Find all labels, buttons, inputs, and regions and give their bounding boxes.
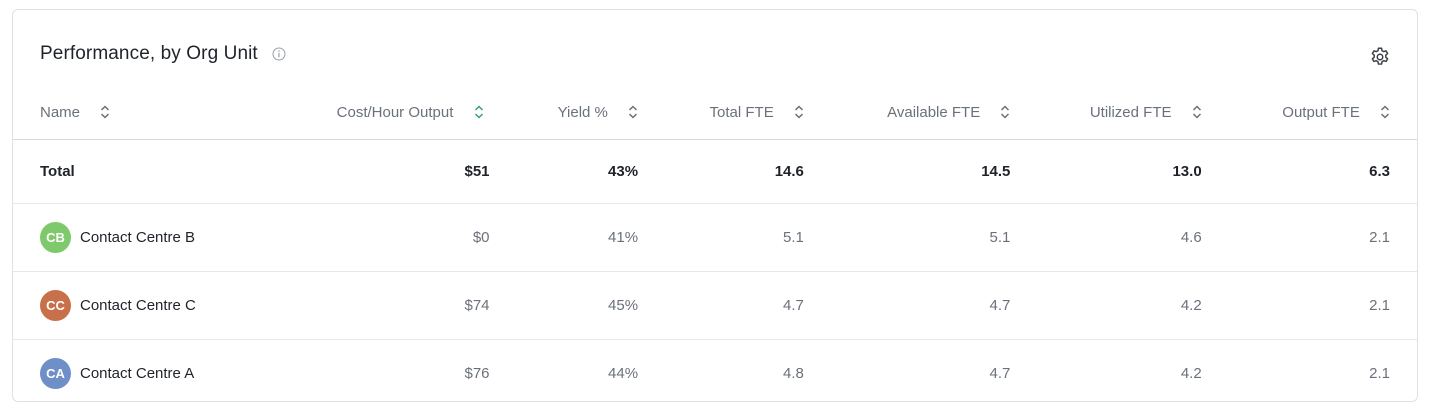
info-circle-icon[interactable] — [272, 47, 286, 61]
gear-icon[interactable] — [1369, 46, 1391, 68]
cost-hour-output-cell: $0 — [297, 203, 514, 272]
column-header-available-fte[interactable]: Available FTE — [827, 86, 1035, 140]
output-fte-cell: 2.1 — [1225, 271, 1417, 340]
column-header-label: Yield % — [557, 103, 608, 121]
total-output-fte: 6.3 — [1225, 139, 1417, 204]
sort-unsorted-icon[interactable] — [100, 105, 110, 119]
column-header-name[interactable]: Name — [13, 86, 298, 140]
total-yield: 43% — [513, 139, 663, 204]
org-unit-name: Contact Centre B — [80, 228, 196, 246]
sort-active-icon[interactable] — [474, 105, 484, 119]
available-fte-cell: 5.1 — [827, 203, 1035, 272]
total-utilized-fte: 13.0 — [1034, 139, 1226, 204]
table-header-row: Name Cost/Hour Output Yield % — [13, 86, 1417, 140]
total-fte-cell: 4.8 — [783, 364, 804, 382]
sort-unsorted-icon[interactable] — [794, 105, 804, 119]
column-header-output-fte[interactable]: Output FTE — [1225, 86, 1417, 140]
avatar: CB — [40, 221, 71, 253]
table-row[interactable]: CA Contact Centre A $76 44% 4.8 4.7 4.2 … — [13, 339, 1417, 407]
yield-cell: 44% — [608, 364, 639, 382]
performance-panel: Performance, by Org Unit — [12, 9, 1418, 402]
yield-cell: 41% — [513, 203, 663, 272]
total-total-fte: 14.6 — [662, 139, 828, 204]
output-fte-cell: 2.1 — [1225, 203, 1417, 272]
cost-hour-output-cell: $76 — [464, 364, 490, 382]
org-unit-table: Name Cost/Hour Output Yield % — [13, 86, 1417, 407]
panel-header: Performance, by Org Unit — [40, 43, 286, 65]
column-header-yield[interactable]: Yield % — [513, 86, 663, 140]
org-unit-cell[interactable]: CC Contact Centre C — [13, 271, 298, 340]
sort-unsorted-icon[interactable] — [628, 105, 638, 119]
available-fte-cell: 4.7 — [827, 271, 1035, 340]
org-unit-cell[interactable]: CA Contact Centre A — [13, 339, 298, 407]
org-unit-name: Contact Centre A — [80, 364, 195, 382]
total-fte-cell: 5.1 — [662, 203, 828, 272]
utilized-fte-cell: 4.6 — [1034, 203, 1226, 272]
utilized-fte-cell: 4.2 — [1180, 364, 1202, 382]
available-fte-cell: 4.7 — [989, 364, 1011, 382]
column-header-utilized-fte[interactable]: Utilized FTE — [1034, 86, 1226, 140]
sort-unsorted-icon[interactable] — [1380, 105, 1390, 119]
column-header-label: Output FTE — [1282, 103, 1360, 121]
avatar: CA — [40, 357, 71, 389]
table-row[interactable]: CC Contact Centre C $74 45% 4.7 4.7 4.2 … — [13, 271, 1417, 340]
cost-hour-output-cell: $74 — [297, 271, 514, 340]
total-cost-hour-output: $51 — [297, 139, 514, 204]
table-row[interactable]: CB Contact Centre B $0 41% 5.1 5.1 4.6 2… — [13, 203, 1417, 272]
output-fte-cell: 2.1 — [1369, 364, 1390, 382]
panel-title: Performance, by Org Unit — [40, 43, 258, 64]
column-header-total-fte[interactable]: Total FTE — [662, 86, 828, 140]
utilized-fte-cell: 4.2 — [1034, 271, 1226, 340]
column-header-cost-hour-output[interactable]: Cost/Hour Output — [297, 86, 514, 140]
total-label: Total — [13, 139, 298, 204]
org-unit-cell[interactable]: CB Contact Centre B — [13, 203, 298, 272]
sort-unsorted-icon[interactable] — [1192, 105, 1202, 119]
total-row: Total $51 43% 14.6 14.5 13.0 6.3 — [13, 139, 1417, 204]
avatar: CC — [40, 289, 71, 321]
org-unit-name: Contact Centre C — [80, 296, 196, 314]
yield-cell: 45% — [513, 271, 663, 340]
column-header-label: Available FTE — [887, 103, 981, 121]
column-header-label: Total FTE — [709, 103, 774, 121]
total-fte-cell: 4.7 — [662, 271, 828, 340]
total-available-fte: 14.5 — [827, 139, 1035, 204]
column-header-label: Name — [40, 103, 81, 121]
column-header-label: Utilized FTE — [1089, 103, 1172, 121]
column-header-label: Cost/Hour Output — [336, 103, 454, 121]
sort-unsorted-icon[interactable] — [1000, 105, 1010, 119]
